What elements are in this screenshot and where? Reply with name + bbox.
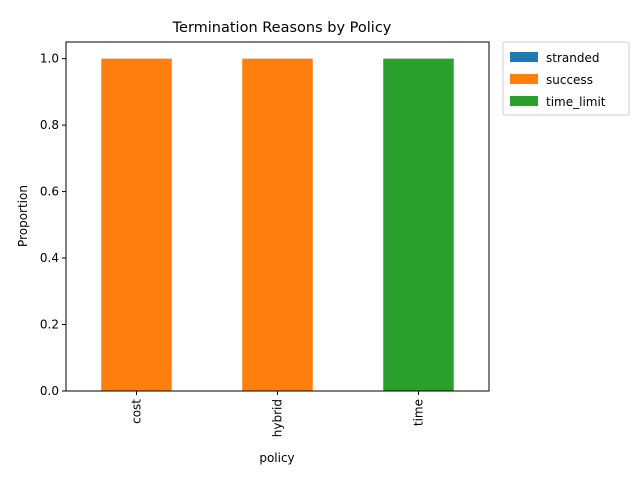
- legend-swatch-success: [510, 74, 538, 84]
- legend: stranded success time_limit: [502, 41, 630, 116]
- x-tick-label: cost: [130, 399, 144, 424]
- y-tick-label: 0.2: [40, 318, 59, 332]
- y-axis-label: Proportion: [16, 185, 30, 247]
- y-tick-label: 1.0: [40, 52, 59, 66]
- x-axis-label: policy: [259, 451, 294, 465]
- legend-swatch-stranded: [510, 52, 538, 62]
- plot-frame: [65, 41, 490, 392]
- y-tick-label: 0.4: [40, 251, 59, 265]
- legend-label-stranded: stranded: [546, 51, 599, 65]
- bar-time_limit-time: [383, 58, 454, 391]
- bar-success-cost: [101, 58, 172, 391]
- x-tick-label: time: [412, 399, 426, 426]
- x-axis: cost hybrid time: [130, 391, 426, 437]
- x-tick-label: hybrid: [271, 399, 285, 437]
- legend-label-success: success: [546, 73, 593, 87]
- y-tick-label: 0.8: [40, 118, 59, 132]
- legend-label-time_limit: time_limit: [546, 95, 606, 109]
- bar-success-hybrid: [242, 58, 313, 391]
- y-tick-label: 0.6: [40, 185, 59, 199]
- legend-swatch-time_limit: [510, 96, 538, 106]
- chart-title: Termination Reasons by Policy: [172, 20, 392, 36]
- bars-group: [101, 58, 454, 391]
- y-tick-label: 0.0: [40, 384, 59, 398]
- y-axis: 0.0 0.2 0.4 0.6 0.8 1.0: [40, 52, 66, 398]
